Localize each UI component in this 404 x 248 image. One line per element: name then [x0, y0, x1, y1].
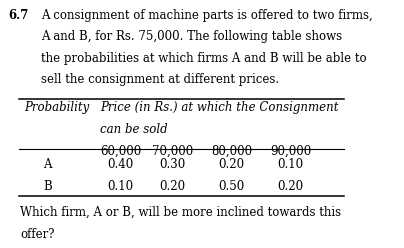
Text: 0.30: 0.30 [159, 158, 185, 171]
Text: Price (in Rs.) at which the Consignment: Price (in Rs.) at which the Consignment [100, 101, 339, 114]
Text: B: B [43, 180, 52, 193]
Text: 0.40: 0.40 [107, 158, 133, 171]
Text: A and B, for Rs. 75,000. The following table shows: A and B, for Rs. 75,000. The following t… [41, 30, 342, 43]
Text: the probabilities at which firms A and B will be able to: the probabilities at which firms A and B… [41, 52, 367, 65]
Text: 0.10: 0.10 [277, 158, 303, 171]
Text: 70,000: 70,000 [152, 144, 194, 157]
Text: 6.7: 6.7 [8, 9, 29, 22]
Text: 0.20: 0.20 [159, 180, 185, 193]
Text: 90,000: 90,000 [270, 144, 311, 157]
Text: offer?: offer? [21, 228, 55, 241]
Text: 0.20: 0.20 [218, 158, 244, 171]
Text: 0.20: 0.20 [277, 180, 303, 193]
Text: 0.10: 0.10 [107, 180, 133, 193]
Text: Which firm, A or B, will be more inclined towards this: Which firm, A or B, will be more incline… [21, 206, 341, 219]
Text: 60,000: 60,000 [100, 144, 141, 157]
Text: Probability: Probability [24, 101, 89, 114]
Text: 80,000: 80,000 [211, 144, 252, 157]
Text: 0.50: 0.50 [218, 180, 244, 193]
Text: sell the consignment at different prices.: sell the consignment at different prices… [41, 73, 280, 87]
Text: can be sold: can be sold [100, 123, 168, 136]
Text: A consignment of machine parts is offered to two firms,: A consignment of machine parts is offere… [41, 9, 373, 22]
Text: A: A [43, 158, 51, 171]
